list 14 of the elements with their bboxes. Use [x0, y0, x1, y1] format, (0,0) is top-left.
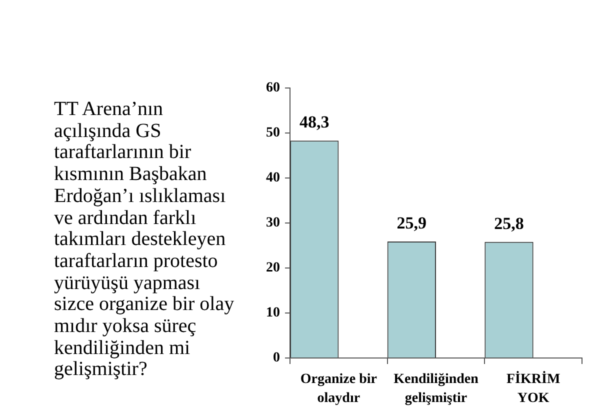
data-label: 48,3	[299, 112, 330, 132]
x-tick-label: Organize bir olaydır	[300, 372, 377, 406]
y-tick-label: 50	[266, 126, 280, 141]
y-tick-label: 40	[266, 170, 280, 186]
y-tick-label: 10	[266, 306, 280, 321]
y-tick-label: 0	[273, 350, 280, 366]
data-label: 25,8	[494, 214, 524, 233]
chart-title: TT Arena’nın açılışında GS taraftarlarının bir kısmının Başbakan Erdoğan’ı ıslıklaması ve ardından farklı takımları destekleyen taraftarların protesto yürüyüşü yapması sizce organize bir olay mıdır yoksa süreç kendiliğinden mi gelişmiştir?	[54, 98, 234, 380]
x-tick-label: FİKRİM YOK	[506, 371, 560, 406]
data-label: 25,9	[396, 213, 427, 232]
y-tick-label: 20	[266, 260, 280, 276]
x-tick-label: Kendiliğinden gelişmiştir	[394, 372, 479, 406]
y-tick-label: 30	[266, 216, 280, 231]
y-tick-label: 60	[266, 80, 280, 96]
